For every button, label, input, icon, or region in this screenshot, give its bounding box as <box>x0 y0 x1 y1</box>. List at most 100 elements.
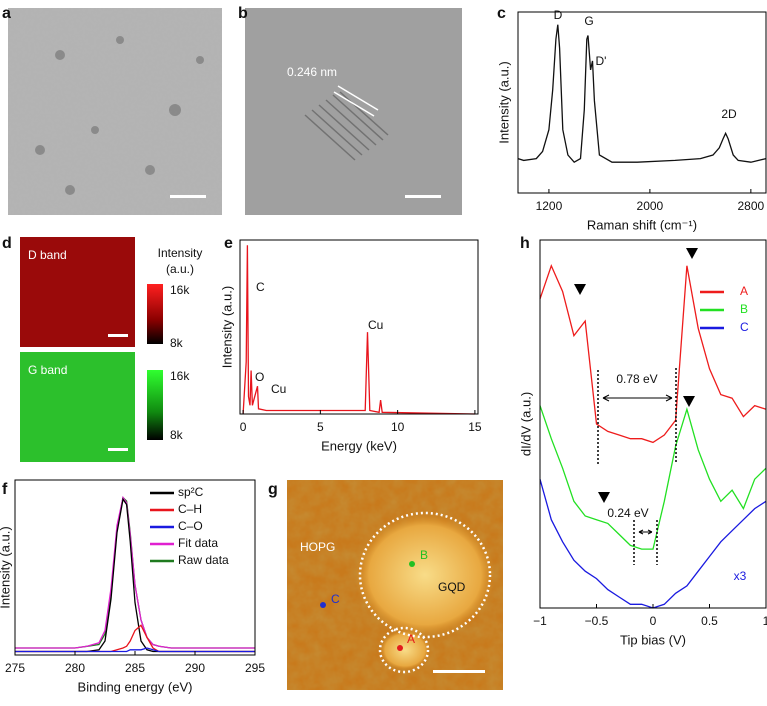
annotation: 2D <box>721 107 737 121</box>
fringe-marker <box>337 85 379 111</box>
x-tick-label: −1 <box>533 614 547 628</box>
peak-marker <box>686 248 698 259</box>
colorbar <box>147 284 163 344</box>
scale-bar <box>108 448 128 451</box>
annotation: 0.78 eV <box>616 372 657 386</box>
x-tick-label: 290 <box>185 661 205 675</box>
x-tick-label: 285 <box>125 661 145 675</box>
legend-label: Raw data <box>178 553 229 567</box>
legend-label: B <box>740 302 748 316</box>
series-line <box>539 479 767 609</box>
gqd-island <box>380 630 430 670</box>
lattice <box>304 91 389 161</box>
point-label: A <box>407 632 415 646</box>
series-line <box>15 495 255 649</box>
annotation: O <box>255 370 264 384</box>
annotation: G <box>584 14 593 28</box>
plot-frame <box>539 239 767 609</box>
plot-frame <box>14 479 256 656</box>
x-tick-label: 2000 <box>637 199 664 213</box>
gap-arrow <box>638 529 653 535</box>
annotation: Cu <box>368 318 383 332</box>
colorbar-title: (a.u.) <box>166 262 194 276</box>
fringe-marker <box>333 91 375 117</box>
panel-label: h <box>520 235 530 252</box>
x-tick-label: 10 <box>391 420 405 434</box>
gqd-island <box>355 513 495 637</box>
x-tick-label: 5 <box>317 420 324 434</box>
point <box>409 561 415 567</box>
tem-texture <box>8 8 222 215</box>
colorbar-tick: 8k <box>170 428 184 442</box>
scale-bar <box>433 670 485 673</box>
scale-bar <box>170 195 206 198</box>
x-axis-label: Binding energy (eV) <box>78 679 193 694</box>
colorbar <box>147 370 163 440</box>
x-tick-label: 0.5 <box>701 614 718 628</box>
legend-label: C–H <box>178 502 202 516</box>
legend-label: sp²C <box>178 485 204 499</box>
x-axis-label: Tip bias (V) <box>620 632 686 647</box>
series-line <box>15 496 255 649</box>
colorbar-tick: 16k <box>170 283 190 297</box>
legend-label: Fit data <box>178 536 218 550</box>
map-label: D band <box>28 248 67 262</box>
peak-marker <box>598 492 610 503</box>
hrtem-texture <box>245 8 462 215</box>
colorbar-title: Intensity <box>158 246 203 260</box>
x-tick-label: 15 <box>468 420 482 434</box>
point <box>320 602 326 608</box>
scale-bar <box>108 334 128 337</box>
colorbar-tick: 8k <box>170 336 184 350</box>
annotation: D' <box>596 54 607 68</box>
panel-label: c <box>497 5 506 22</box>
map-label: G band <box>28 363 67 377</box>
x-tick-label: 1 <box>763 614 767 628</box>
annotation: D <box>554 8 563 22</box>
legend-label: C–O <box>178 519 203 533</box>
annotation: x3 <box>734 569 747 583</box>
y-axis-label: Intensity (a.u.) <box>219 286 234 368</box>
plot-frame <box>517 11 767 194</box>
gap-arrow <box>602 394 673 402</box>
series-line <box>517 24 767 164</box>
x-axis-label: Raman shift (cm⁻¹) <box>587 217 697 232</box>
d-band-map <box>20 237 135 347</box>
x-tick-label: 295 <box>245 661 265 675</box>
x-tick-label: 0 <box>240 420 247 434</box>
region-label: GQD <box>438 580 466 594</box>
x-tick-label: 0 <box>650 614 657 628</box>
panel-label: a <box>2 5 11 22</box>
legend-label: C <box>740 320 749 334</box>
y-axis-label: Intensity (a.u.) <box>496 61 511 143</box>
peak-marker <box>683 396 695 407</box>
scale-bar <box>405 195 441 198</box>
annotation: 0.246 nm <box>287 65 337 79</box>
g-band-map <box>20 352 135 462</box>
region-label: HOPG <box>300 540 335 554</box>
panel-label: d <box>2 235 12 252</box>
annotation: 0.24 eV <box>607 506 648 520</box>
legend-label: A <box>740 284 748 298</box>
point-label: C <box>331 592 340 606</box>
x-tick-label: 280 <box>65 661 85 675</box>
annotation: Cu <box>271 382 286 396</box>
outline <box>378 626 430 674</box>
x-tick-label: 2800 <box>738 199 765 213</box>
outline <box>358 511 492 639</box>
point <box>397 645 403 651</box>
y-axis-label: dI/dV (a.u.) <box>518 392 533 456</box>
point-label: B <box>420 548 428 562</box>
panel-label: b <box>238 5 248 22</box>
series-line <box>15 497 255 653</box>
panel-label: g <box>268 481 278 498</box>
x-tick-label: 275 <box>5 661 25 675</box>
x-axis-label: Energy (keV) <box>321 438 397 453</box>
series-line <box>539 264 767 444</box>
panel-label: e <box>224 235 233 252</box>
series-line <box>539 405 767 550</box>
y-axis-label: Intensity (a.u.) <box>0 526 12 608</box>
plot-frame <box>239 239 479 415</box>
colorbar-tick: 16k <box>170 369 190 383</box>
